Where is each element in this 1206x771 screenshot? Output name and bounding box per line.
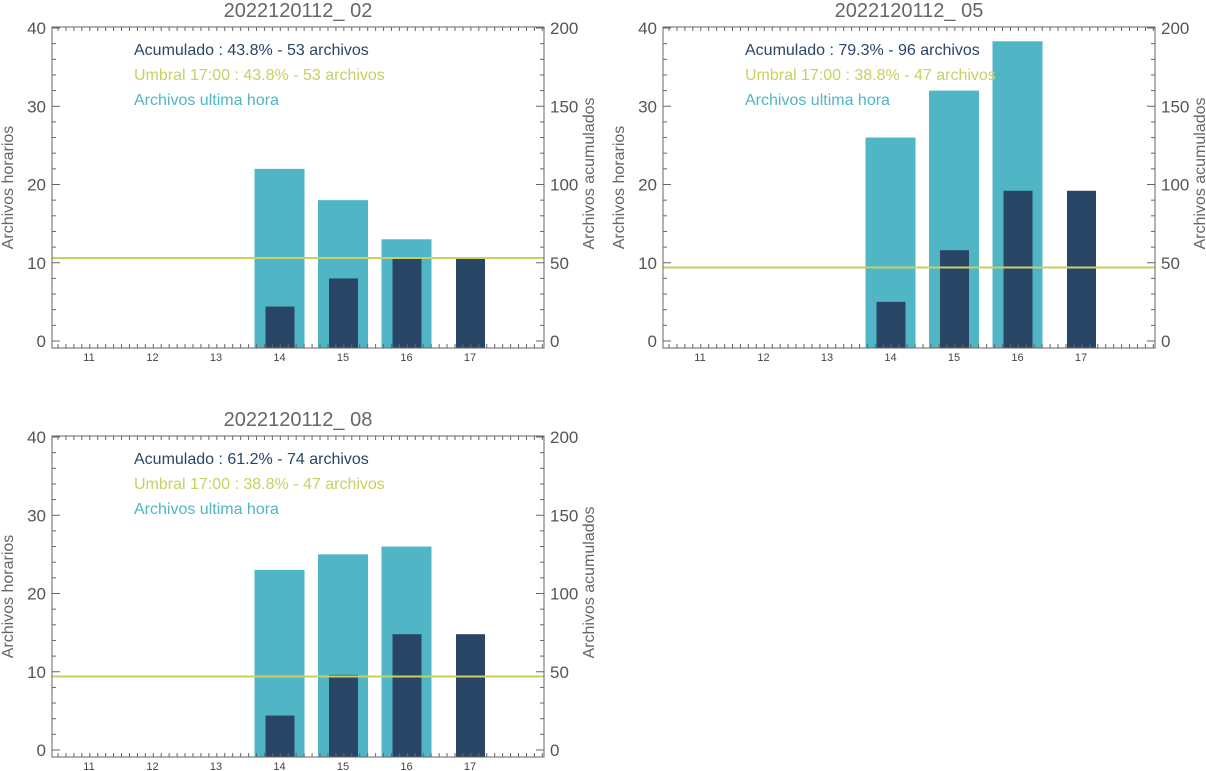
- y-right-tick-label: 50: [550, 663, 569, 682]
- cumulative-bar-15: [329, 278, 358, 348]
- legend-hourly: Archivos ultima hora: [745, 92, 890, 109]
- legend-cumulative: Acumulado : 61.2% - 74 archivos: [134, 451, 369, 468]
- cumulative-bar-15: [940, 250, 969, 348]
- y-right-tick-label: 200: [550, 19, 578, 38]
- y-left-tick-label: 40: [638, 19, 657, 38]
- y-left-tick-label: 0: [37, 741, 46, 760]
- y-right-tick-label: 50: [1161, 254, 1180, 273]
- cumulative-bar-16: [392, 634, 422, 757]
- y-right-tick-label: 100: [1161, 176, 1189, 195]
- x-tick-label-15: 15: [337, 761, 349, 771]
- legend-cumulative: Acumulado : 43.8% - 53 archivos: [134, 42, 369, 59]
- y-left-tick-label: 20: [638, 176, 657, 195]
- legend-threshold: Umbral 17:00 : 38.8% - 47 archivos: [134, 476, 385, 493]
- cumulative-bar-16: [1003, 190, 1033, 348]
- y-right-tick-label: 0: [550, 741, 559, 760]
- y-left-tick-label: 0: [648, 332, 657, 351]
- cumulative-bar-17: [456, 258, 485, 348]
- x-tick-label-16: 16: [400, 352, 412, 364]
- legend-threshold: Umbral 17:00 : 43.8% - 53 archivos: [134, 67, 385, 84]
- x-tick-label-12: 12: [146, 352, 158, 364]
- x-tick-label-11: 11: [694, 352, 705, 364]
- y-right-tick-label: 0: [550, 332, 559, 351]
- y-left-tick-label: 10: [27, 254, 46, 273]
- x-tick-label-17: 17: [464, 761, 476, 771]
- x-tick-label-11: 11: [83, 352, 94, 364]
- y-left-tick-label: 30: [27, 506, 46, 525]
- y-left-tick-label: 30: [638, 97, 657, 116]
- y-right-axis-label: Archivos acumulados: [581, 506, 598, 658]
- cumulative-bar-14: [265, 715, 295, 757]
- y-right-tick-label: 150: [1161, 97, 1189, 116]
- y-right-tick-label: 200: [1161, 19, 1189, 38]
- legend-hourly: Archivos ultima hora: [134, 92, 279, 109]
- y-right-axis-label: Archivos acumulados: [1192, 97, 1206, 249]
- y-right-tick-label: 100: [550, 585, 578, 604]
- chart-panel-2: 2022120112_ 05 0 10 20 30 40 0 50 100 150 200 11 12 1…: [611, 0, 1206, 364]
- plot-frame: [51, 26, 545, 349]
- x-tick-label-15: 15: [337, 352, 349, 364]
- y-left-axis-label: Archivos horarios: [611, 126, 628, 250]
- legend-threshold: Umbral 17:00 : 38.8% - 47 archivos: [745, 67, 996, 84]
- y-left-tick-label: 10: [27, 663, 46, 682]
- y-left-tick-label: 20: [27, 176, 46, 195]
- plot-frame: [662, 26, 1156, 349]
- legend-hourly: Archivos ultima hora: [134, 501, 279, 518]
- x-tick-label-13: 13: [210, 352, 222, 364]
- cumulative-bar-15: [329, 674, 358, 757]
- x-tick-label-14: 14: [273, 352, 285, 364]
- y-right-tick-label: 150: [550, 97, 578, 116]
- legend-cumulative: Acumulado : 79.3% - 96 archivos: [745, 42, 980, 59]
- cumulative-bar-17: [456, 634, 485, 757]
- y-left-tick-label: 30: [27, 97, 46, 116]
- x-tick-label-17: 17: [464, 352, 476, 364]
- y-right-axis-label: Archivos acumulados: [581, 97, 598, 249]
- x-tick-label-15: 15: [948, 352, 960, 364]
- x-tick-label-11: 11: [83, 761, 94, 771]
- y-right-tick-label: 50: [550, 254, 569, 273]
- x-tick-label-14: 14: [884, 352, 896, 364]
- y-left-tick-label: 40: [27, 428, 46, 447]
- y-left-tick-label: 10: [638, 254, 657, 273]
- y-left-axis-label: Archivos horarios: [0, 126, 17, 250]
- plot-frame: [51, 435, 545, 758]
- chart-panel-3: 2022120112_ 08 0 10 20 30 40 0 50 100 150 200 11 12 1…: [0, 409, 598, 771]
- x-tick-label-13: 13: [210, 761, 222, 771]
- y-left-tick-label: 0: [37, 332, 46, 351]
- x-tick-label-17: 17: [1075, 352, 1087, 364]
- chart-title: 2022120112_ 05: [835, 0, 984, 22]
- chart-title: 2022120112_ 02: [224, 0, 373, 22]
- y-right-tick-label: 150: [550, 506, 578, 525]
- x-tick-label-12: 12: [146, 761, 158, 771]
- y-left-tick-label: 40: [27, 19, 46, 38]
- y-right-tick-label: 100: [550, 176, 578, 195]
- chart-title: 2022120112_ 08: [224, 409, 373, 431]
- y-left-axis-label: Archivos horarios: [0, 535, 17, 659]
- cumulative-bar-14: [265, 306, 295, 348]
- x-tick-label-13: 13: [821, 352, 833, 364]
- y-right-tick-label: 0: [1161, 332, 1170, 351]
- x-tick-label-16: 16: [400, 761, 412, 771]
- y-left-tick-label: 20: [27, 585, 46, 604]
- chart-panel-1: 2022120112_ 02 0 10 20 30 40 0 50 100 150 200 11 12 1…: [0, 0, 598, 364]
- cumulative-bar-14: [876, 301, 906, 348]
- cumulative-bar-16: [392, 258, 422, 348]
- x-tick-label-14: 14: [273, 761, 285, 771]
- x-tick-label-12: 12: [757, 352, 769, 364]
- x-tick-label-16: 16: [1011, 352, 1023, 364]
- y-right-tick-label: 200: [550, 428, 578, 447]
- cumulative-bar-17: [1067, 190, 1096, 348]
